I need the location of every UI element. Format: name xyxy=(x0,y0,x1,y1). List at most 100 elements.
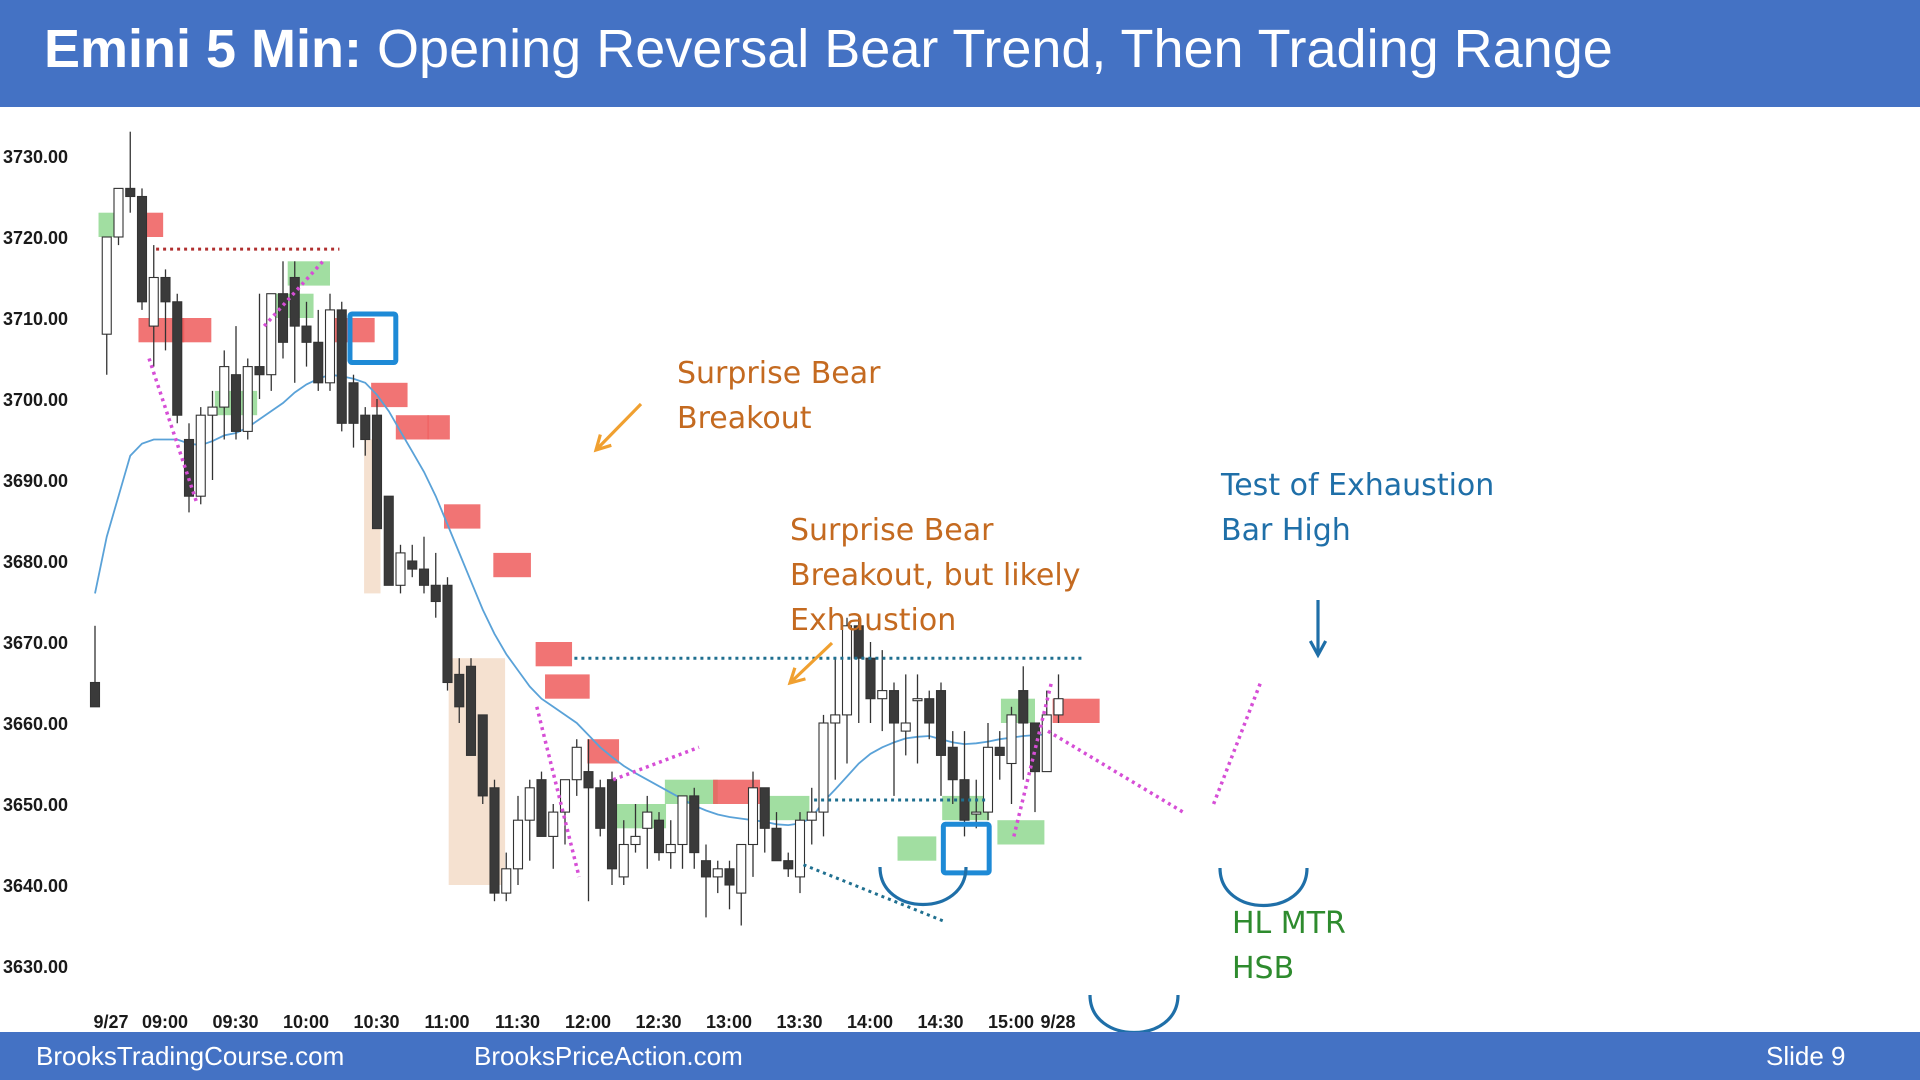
candle xyxy=(407,544,418,578)
candle xyxy=(301,301,312,367)
y-tick-label: 3710.00 xyxy=(3,309,68,329)
arrow-icon-head xyxy=(1308,640,1328,659)
bull-signal-highlight xyxy=(1000,698,1035,723)
annotation-likely-exhaustion: Surprise Bear Breakout, but likely Exhau… xyxy=(790,508,1080,643)
footer-center-link: BrooksPriceAction.com xyxy=(474,1041,743,1071)
candle xyxy=(465,658,477,756)
candle xyxy=(959,731,970,837)
bear-candle-body xyxy=(994,746,1005,756)
arrow-icon-head xyxy=(593,434,612,453)
signal-box xyxy=(347,311,399,366)
bear-candle-body xyxy=(783,860,794,870)
bear-candle-body xyxy=(477,714,488,797)
bull-candle-body xyxy=(395,552,406,586)
candle xyxy=(113,187,124,246)
candle xyxy=(689,787,700,869)
candle xyxy=(136,188,148,310)
bear-candle-body xyxy=(536,779,547,837)
signal-box xyxy=(940,821,992,876)
x-tick-label: 15:00 xyxy=(988,1012,1034,1032)
bull-candle-body xyxy=(830,714,841,724)
x-tick-label: 10:30 xyxy=(354,1012,400,1032)
candle xyxy=(336,301,347,432)
candle xyxy=(830,658,841,780)
candle xyxy=(101,236,112,375)
bear-candle-body xyxy=(172,301,183,416)
bull-candle-body xyxy=(195,414,206,497)
annotation-line: Surprise Bear xyxy=(790,513,994,548)
candle xyxy=(665,820,676,869)
footer-left-link: BrooksTradingCourse.com xyxy=(36,1041,345,1071)
annotation-line: Breakout xyxy=(677,401,812,436)
bear-candle-body xyxy=(136,195,148,303)
magenta-trend-line xyxy=(612,745,700,782)
bear-candle-body xyxy=(407,560,418,570)
bear-candle-body xyxy=(724,868,735,886)
candle xyxy=(677,795,688,869)
bull-candle-body xyxy=(1006,714,1017,765)
bear-candle-body xyxy=(1018,690,1029,724)
bear-candle-body xyxy=(336,309,347,424)
annotation-line: Breakout, but likely xyxy=(790,558,1081,593)
candle xyxy=(195,407,206,505)
bull-candle-body xyxy=(1041,714,1052,773)
bear-signal-highlight xyxy=(395,415,429,440)
magenta-trend-line xyxy=(535,706,581,878)
bear-candle-body xyxy=(947,746,958,781)
bear-signal-highlight xyxy=(443,504,481,529)
candle xyxy=(230,326,242,440)
bull-candle-body xyxy=(207,406,218,416)
x-tick-label: 09:30 xyxy=(213,1012,259,1032)
candle xyxy=(618,820,629,885)
bear-candle-body xyxy=(759,787,770,829)
bull-candle-body xyxy=(148,276,159,327)
bull-candle-body xyxy=(642,811,653,829)
candle xyxy=(1041,690,1052,773)
bear-candle-body xyxy=(230,374,242,432)
candle xyxy=(430,552,441,618)
price-chart: 3730.00 3720.00 3710.00 3700.00 3690.00 3680.… xyxy=(3,131,1328,1032)
candle xyxy=(360,407,371,456)
bear-candle-body xyxy=(418,568,430,586)
bear-candle-body xyxy=(865,657,876,700)
y-tick-label: 3640.00 xyxy=(3,876,68,896)
candle xyxy=(888,682,900,796)
candle xyxy=(759,787,770,853)
magenta-trend-line xyxy=(1211,681,1263,805)
bear-candle-body xyxy=(289,276,300,327)
bull-candle-body xyxy=(501,868,512,894)
bear-candle-body xyxy=(383,495,394,586)
bull-candle-body xyxy=(794,819,806,878)
candle xyxy=(736,843,747,926)
bear-candle-body xyxy=(348,382,359,424)
y-tick-label: 3660.00 xyxy=(3,714,68,734)
y-tick-label: 3680.00 xyxy=(3,552,68,572)
bull-signal-highlight xyxy=(897,836,937,861)
candle xyxy=(371,399,383,530)
candle xyxy=(783,852,794,877)
annotation-line: Surprise Bear xyxy=(677,356,881,391)
bear-signal-highlight xyxy=(545,674,590,699)
y-tick-label: 3690.00 xyxy=(3,471,68,491)
bear-candle-body xyxy=(888,690,900,724)
candle xyxy=(900,674,911,756)
candle xyxy=(571,739,582,796)
candle xyxy=(454,658,465,723)
bull-candle-body xyxy=(806,811,817,821)
candle xyxy=(924,690,935,740)
bull-candle-body xyxy=(559,779,571,813)
candle xyxy=(160,269,171,351)
candle xyxy=(489,779,500,902)
slide-number: Slide 9 xyxy=(1766,1041,1846,1071)
bull-candle-body xyxy=(242,366,253,432)
bear-candle-body xyxy=(465,665,477,756)
pattern-arc xyxy=(1088,994,1180,1032)
bull-candle-body xyxy=(818,722,829,813)
bull-candle-body xyxy=(677,795,688,846)
candle xyxy=(630,804,641,853)
y-tick-label: 3720.00 xyxy=(3,228,68,248)
bear-signal-highlight xyxy=(493,552,531,578)
x-tick-label: 14:00 xyxy=(847,1012,893,1032)
candle xyxy=(324,293,336,391)
candle xyxy=(559,779,571,845)
